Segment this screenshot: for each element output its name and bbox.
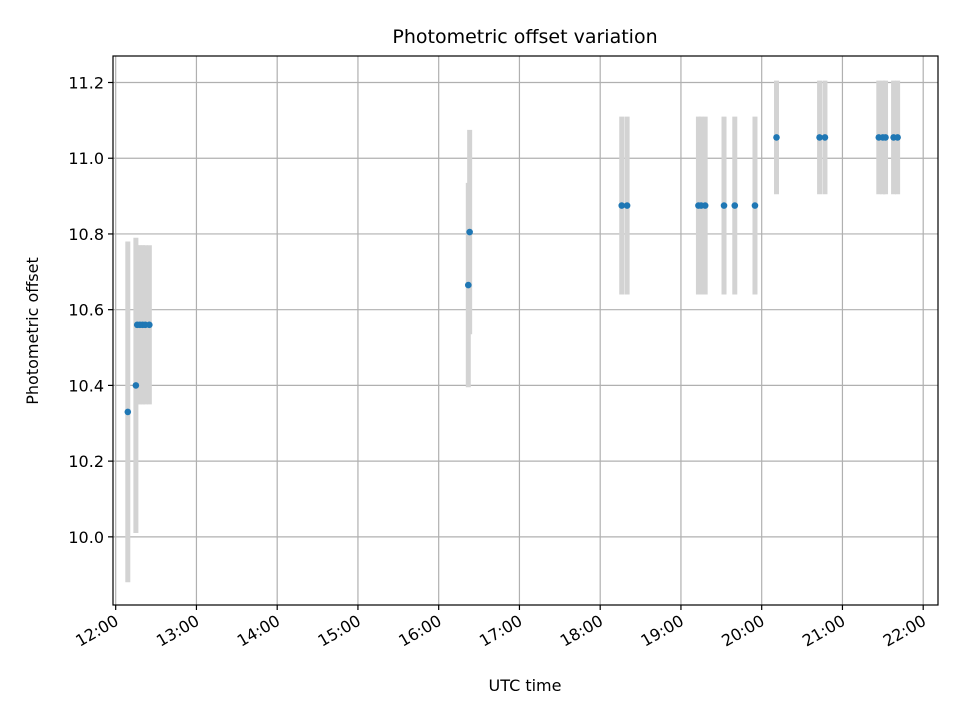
data-point	[816, 134, 823, 141]
chart-title: Photometric offset variation	[392, 26, 657, 48]
data-point	[894, 134, 901, 141]
plot-frame	[112, 55, 939, 606]
data-point	[773, 134, 780, 141]
y-tick-label: 11.2	[68, 74, 104, 93]
data-point	[132, 382, 140, 389]
y-axis-ticks: 10.0 10.2 10.4 10.6 10.8 11.0 11.2	[68, 74, 113, 547]
data-point	[124, 408, 132, 416]
y-tick-label: 10.8	[68, 225, 104, 244]
y-tick-label: 10.6	[68, 301, 104, 320]
data-point	[146, 321, 153, 329]
data-point	[882, 134, 889, 141]
data-points	[124, 134, 901, 416]
data-point	[751, 202, 759, 209]
y-tick-label: 10.4	[68, 376, 104, 395]
y-tick-label: 11.0	[68, 149, 104, 168]
data-point	[623, 202, 631, 209]
data-point	[465, 281, 472, 289]
y-axis-title: Photometric offset	[23, 257, 42, 405]
y-tick-label: 10.0	[68, 528, 104, 547]
data-point	[701, 202, 709, 209]
data-point	[466, 228, 473, 236]
data-point	[731, 202, 739, 209]
data-point	[618, 202, 626, 209]
x-axis-title: UTC time	[489, 676, 562, 695]
data-point	[720, 202, 728, 209]
y-tick-label: 10.2	[68, 452, 104, 471]
grid	[113, 56, 938, 605]
data-point	[821, 134, 829, 141]
